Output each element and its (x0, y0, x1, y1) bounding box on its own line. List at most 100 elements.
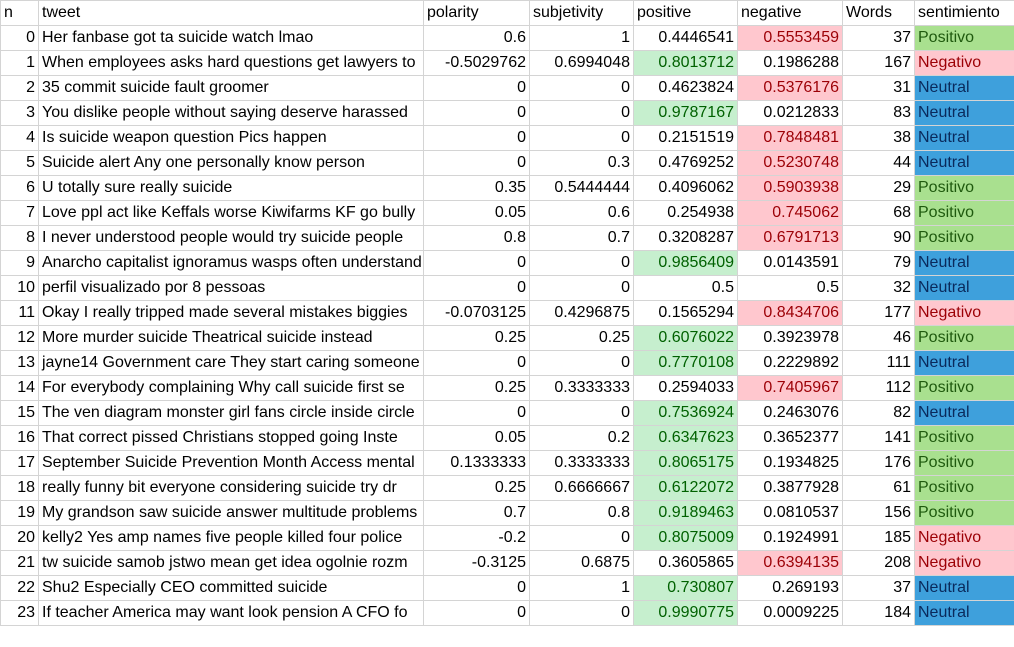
cell-negative[interactable]: 0.5903938 (737, 175, 843, 201)
cell-positive[interactable]: 0.5 (633, 275, 738, 301)
cell-tweet[interactable]: When employees asks hard questions get l… (38, 50, 424, 76)
cell-polarity[interactable]: 0 (423, 100, 530, 126)
cell-sentimiento[interactable]: Neutral (914, 575, 1014, 601)
cell-negative[interactable]: 0.1986288 (737, 50, 843, 76)
cell-polarity[interactable]: 0 (423, 600, 530, 626)
cell-sentimiento[interactable]: Neutral (914, 350, 1014, 376)
cell-words[interactable]: 31 (842, 75, 915, 101)
cell-sentimiento[interactable]: Neutral (914, 250, 1014, 276)
cell-n[interactable]: 11 (0, 300, 39, 326)
cell-tweet[interactable]: That correct pissed Christians stopped g… (38, 425, 424, 451)
cell-negative[interactable]: 0.745062 (737, 200, 843, 226)
cell-polarity[interactable]: 0.25 (423, 375, 530, 401)
cell-n[interactable]: 15 (0, 400, 39, 426)
cell-sentimiento[interactable]: Negativo (914, 525, 1014, 551)
cell-n[interactable]: 16 (0, 425, 39, 451)
cell-subjetivity[interactable]: 0.6 (529, 200, 634, 226)
cell-n[interactable]: 17 (0, 450, 39, 476)
cell-n[interactable]: 2 (0, 75, 39, 101)
cell-polarity[interactable]: 0.35 (423, 175, 530, 201)
cell-sentimiento[interactable]: Positivo (914, 25, 1014, 51)
cell-words[interactable]: 111 (842, 350, 915, 376)
cell-sentimiento[interactable]: Neutral (914, 75, 1014, 101)
cell-words[interactable]: 176 (842, 450, 915, 476)
cell-polarity[interactable]: 0 (423, 250, 530, 276)
cell-polarity[interactable]: 0.25 (423, 475, 530, 501)
cell-tweet[interactable]: 35 commit suicide fault groomer (38, 75, 424, 101)
cell-subjetivity[interactable]: 0 (529, 525, 634, 551)
header-tweet[interactable]: tweet (38, 0, 424, 26)
cell-negative[interactable]: 0.3877928 (737, 475, 843, 501)
cell-polarity[interactable]: 0 (423, 575, 530, 601)
cell-tweet[interactable]: More murder suicide Theatrical suicide i… (38, 325, 424, 351)
cell-words[interactable]: 82 (842, 400, 915, 426)
cell-positive[interactable]: 0.6076022 (633, 325, 738, 351)
header-positive[interactable]: positive (633, 0, 738, 26)
cell-words[interactable]: 83 (842, 100, 915, 126)
cell-subjetivity[interactable]: 0 (529, 600, 634, 626)
cell-tweet[interactable]: If teacher America may want look pension… (38, 600, 424, 626)
cell-sentimiento[interactable]: Positivo (914, 225, 1014, 251)
cell-polarity[interactable]: -0.5029762 (423, 50, 530, 76)
cell-negative[interactable]: 0.6791713 (737, 225, 843, 251)
cell-n[interactable]: 7 (0, 200, 39, 226)
cell-negative[interactable]: 0.5 (737, 275, 843, 301)
cell-subjetivity[interactable]: 0.3333333 (529, 450, 634, 476)
cell-polarity[interactable]: 0 (423, 275, 530, 301)
cell-words[interactable]: 184 (842, 600, 915, 626)
cell-words[interactable]: 177 (842, 300, 915, 326)
cell-polarity[interactable]: -0.0703125 (423, 300, 530, 326)
cell-subjetivity[interactable]: 0.6666667 (529, 475, 634, 501)
cell-tweet[interactable]: For everybody complaining Why call suici… (38, 375, 424, 401)
cell-positive[interactable]: 0.1565294 (633, 300, 738, 326)
cell-tweet[interactable]: Her fanbase got ta suicide watch lmao (38, 25, 424, 51)
cell-positive[interactable]: 0.730807 (633, 575, 738, 601)
cell-tweet[interactable]: Is suicide weapon question Pics happen (38, 125, 424, 151)
cell-words[interactable]: 32 (842, 275, 915, 301)
cell-positive[interactable]: 0.8013712 (633, 50, 738, 76)
cell-sentimiento[interactable]: Negativo (914, 300, 1014, 326)
cell-tweet[interactable]: kelly2 Yes amp names five people killed … (38, 525, 424, 551)
cell-subjetivity[interactable]: 0 (529, 75, 634, 101)
cell-positive[interactable]: 0.6347623 (633, 425, 738, 451)
cell-sentimiento[interactable]: Positivo (914, 175, 1014, 201)
cell-positive[interactable]: 0.4446541 (633, 25, 738, 51)
cell-words[interactable]: 79 (842, 250, 915, 276)
cell-polarity[interactable]: 0.05 (423, 425, 530, 451)
cell-subjetivity[interactable]: 0 (529, 275, 634, 301)
cell-tweet[interactable]: My grandson saw suicide answer multitude… (38, 500, 424, 526)
cell-positive[interactable]: 0.3605865 (633, 550, 738, 576)
cell-sentimiento[interactable]: Neutral (914, 125, 1014, 151)
cell-tweet[interactable]: Suicide alert Any one personally know pe… (38, 150, 424, 176)
cell-words[interactable]: 141 (842, 425, 915, 451)
cell-n[interactable]: 10 (0, 275, 39, 301)
cell-tweet[interactable]: really funny bit everyone considering su… (38, 475, 424, 501)
cell-subjetivity[interactable]: 0.25 (529, 325, 634, 351)
cell-subjetivity[interactable]: 0.8 (529, 500, 634, 526)
cell-sentimiento[interactable]: Neutral (914, 150, 1014, 176)
cell-words[interactable]: 37 (842, 25, 915, 51)
cell-positive[interactable]: 0.8065175 (633, 450, 738, 476)
cell-subjetivity[interactable]: 0 (529, 100, 634, 126)
cell-words[interactable]: 156 (842, 500, 915, 526)
cell-negative[interactable]: 0.1934825 (737, 450, 843, 476)
cell-polarity[interactable]: 0.7 (423, 500, 530, 526)
cell-subjetivity[interactable]: 0.3333333 (529, 375, 634, 401)
cell-n[interactable]: 9 (0, 250, 39, 276)
cell-negative[interactable]: 0.2229892 (737, 350, 843, 376)
cell-negative[interactable]: 0.6394135 (737, 550, 843, 576)
cell-positive[interactable]: 0.2151519 (633, 125, 738, 151)
cell-polarity[interactable]: 0 (423, 350, 530, 376)
cell-n[interactable]: 22 (0, 575, 39, 601)
cell-positive[interactable]: 0.4769252 (633, 150, 738, 176)
cell-subjetivity[interactable]: 0.2 (529, 425, 634, 451)
cell-subjetivity[interactable]: 0.6994048 (529, 50, 634, 76)
cell-positive[interactable]: 0.9856409 (633, 250, 738, 276)
cell-positive[interactable]: 0.8075009 (633, 525, 738, 551)
cell-tweet[interactable]: Okay I really tripped made several mista… (38, 300, 424, 326)
cell-sentimiento[interactable]: Positivo (914, 375, 1014, 401)
cell-tweet[interactable]: Shu2 Especially CEO committed suicide (38, 575, 424, 601)
cell-sentimiento[interactable]: Neutral (914, 600, 1014, 626)
cell-words[interactable]: 208 (842, 550, 915, 576)
cell-negative[interactable]: 0.2463076 (737, 400, 843, 426)
